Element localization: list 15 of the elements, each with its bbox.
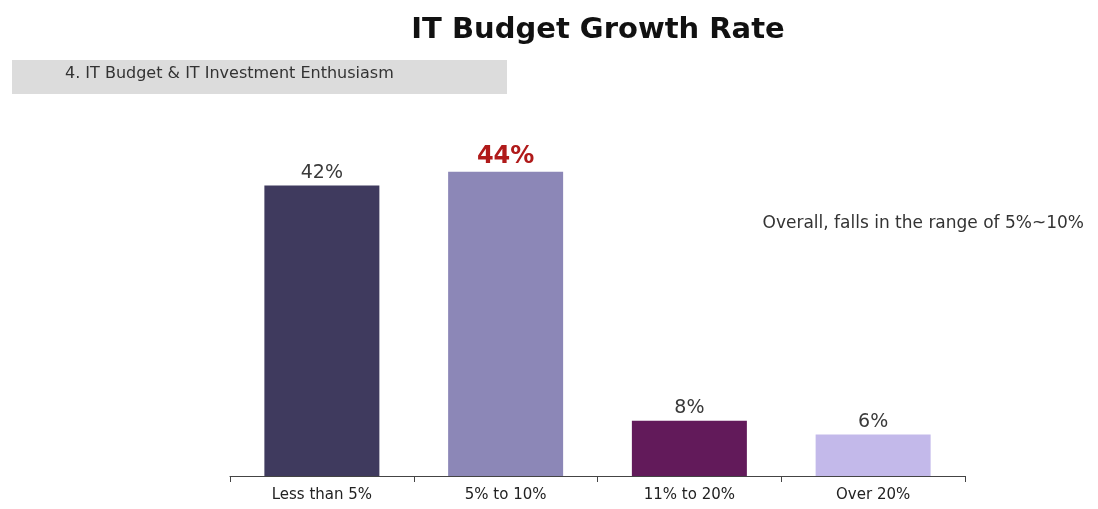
x-tick-label: Less than 5%	[271, 484, 373, 503]
bar	[448, 171, 564, 476]
x-tick-label: 11% to 20%	[643, 484, 736, 503]
bar	[264, 185, 380, 476]
x-tick-label: 5% to 10%	[464, 484, 547, 503]
data-label: 8%	[674, 395, 705, 418]
chart-subtitle: 4. IT Budget & IT Investment Enthusiasm	[12, 60, 507, 94]
bar	[815, 434, 931, 476]
data-label: 6%	[858, 409, 889, 432]
x-tick-label: Over 20%	[836, 484, 911, 503]
annotation: Overall, falls in the range of 5%~10%	[762, 211, 1084, 232]
data-label: 42%	[300, 160, 343, 183]
chart-title: IT Budget Growth Rate	[411, 10, 785, 45]
bar	[631, 420, 747, 476]
data-label: 44%	[476, 140, 535, 169]
